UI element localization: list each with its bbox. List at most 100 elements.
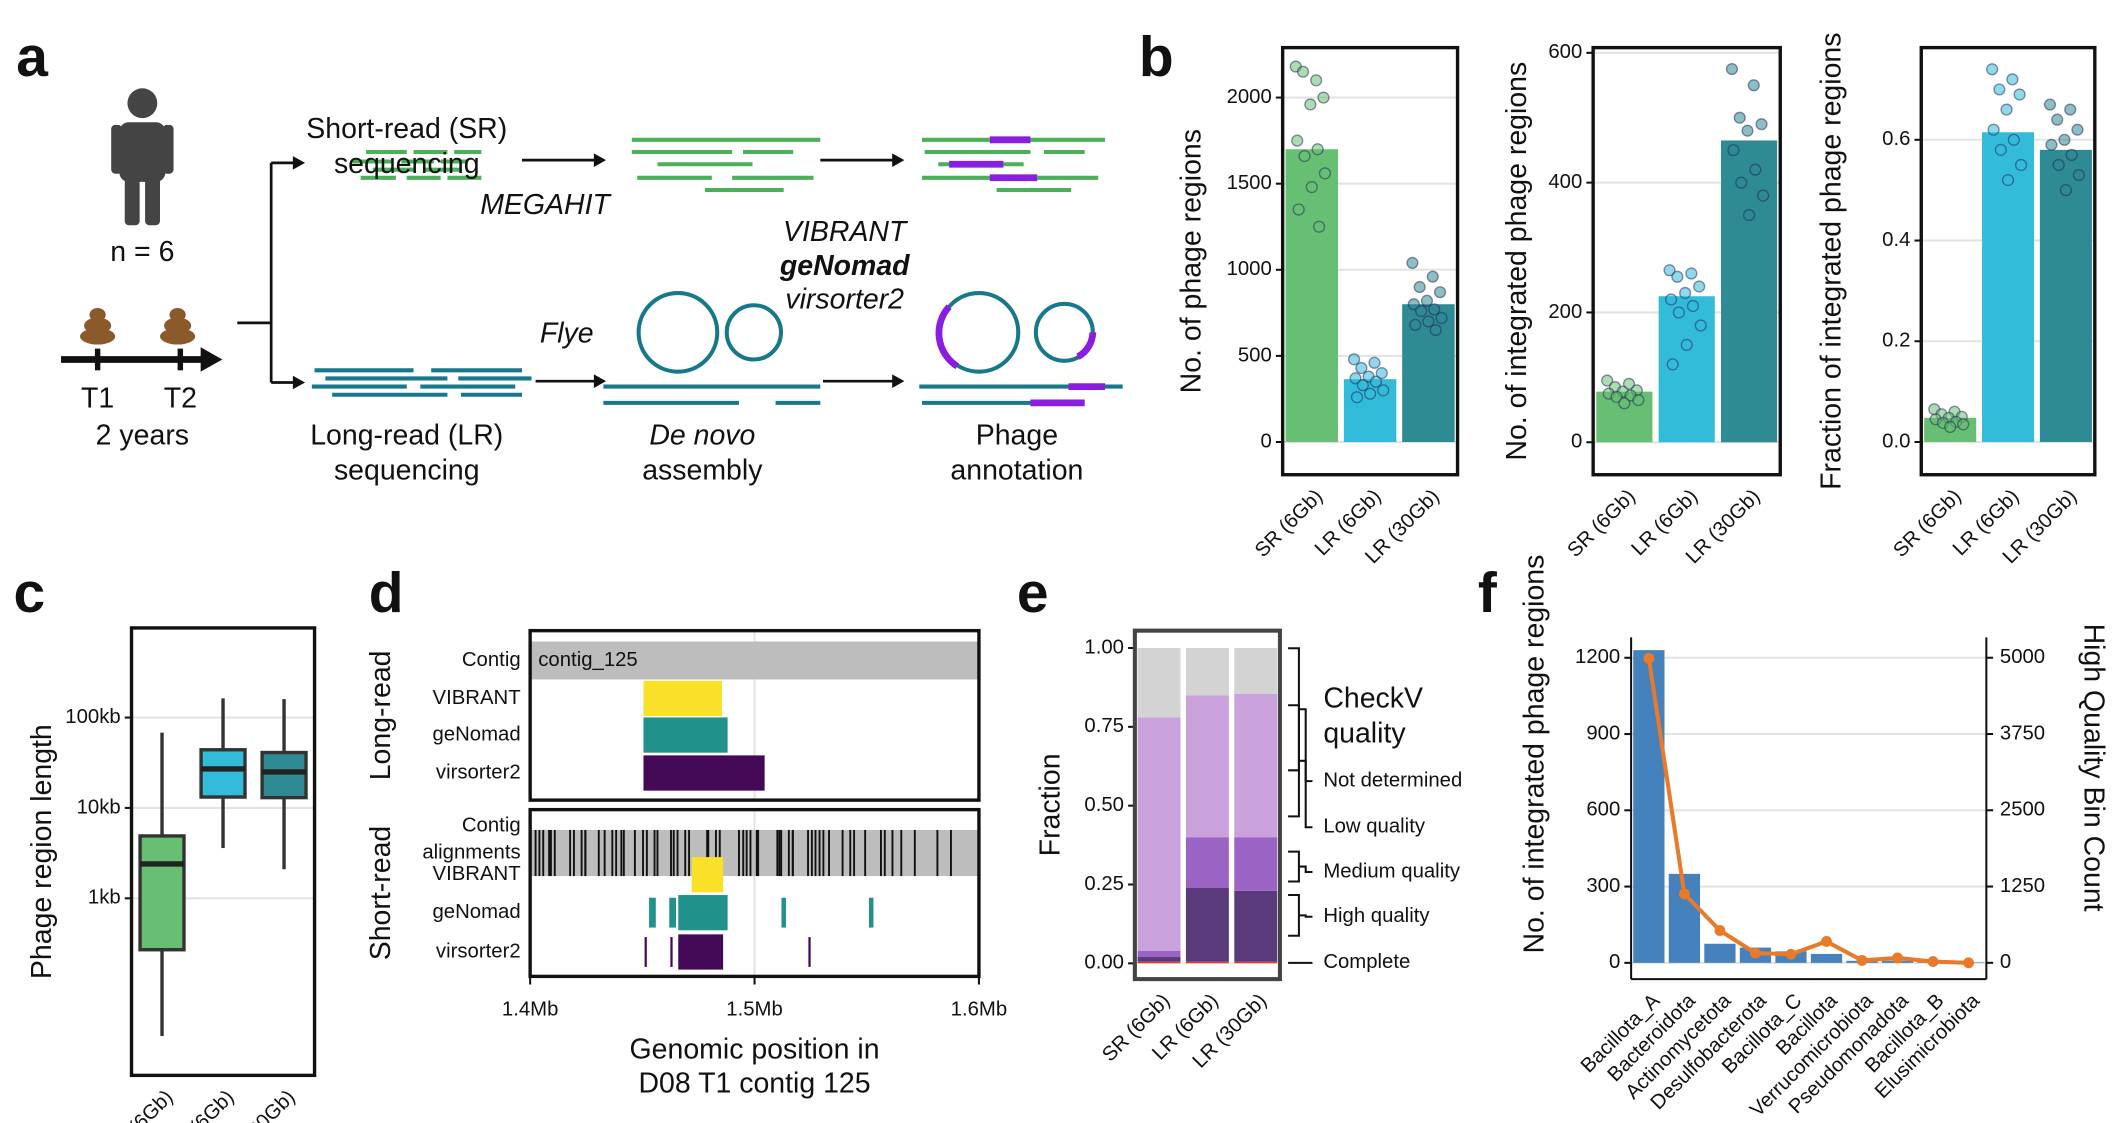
row-label: Contig — [462, 814, 521, 836]
y-tick-label: 600 — [1548, 41, 1582, 63]
y-axis-label: No. of phage regions — [1176, 129, 1208, 393]
legend-label: Medium quality — [1323, 860, 1461, 882]
bar-segment — [1234, 647, 1278, 694]
diagram-text: virsorter2 — [785, 284, 904, 316]
y-tick-label: 0.0 — [1882, 430, 1910, 452]
frame — [1591, 45, 1782, 477]
bar-segment — [1137, 950, 1181, 958]
data-point — [1671, 270, 1684, 283]
y-tick-label: 0.2 — [1882, 330, 1910, 352]
interval — [649, 897, 656, 928]
y-tick-label: 1200 — [1575, 646, 1620, 668]
data-point — [2006, 73, 2019, 86]
bar-segment — [1137, 647, 1181, 718]
bar — [1285, 149, 1339, 443]
data-point — [1618, 397, 1631, 410]
contig-label: contig_125 — [538, 649, 637, 671]
panel-label: e — [1017, 561, 1049, 625]
row-label: geNomad — [432, 723, 520, 745]
bar-segment — [1234, 837, 1278, 891]
diagram-text: MEGAHIT — [480, 189, 612, 221]
line-point — [1750, 947, 1761, 959]
data-point — [1407, 298, 1420, 311]
bar-segment — [1185, 961, 1229, 964]
diagram-decor — [61, 88, 1123, 407]
data-point — [1355, 361, 1368, 375]
data-point — [1311, 143, 1324, 156]
data-point — [1420, 294, 1434, 307]
y-tick-label: 900 — [1586, 722, 1620, 744]
bar-segment — [1185, 695, 1229, 838]
data-point — [1672, 306, 1686, 319]
bar-segment — [1234, 890, 1278, 962]
diagram-text: VIBRANT — [783, 216, 909, 248]
data-point — [1741, 124, 1754, 137]
row-label: virsorter2 — [436, 940, 521, 962]
data-point — [1725, 62, 1739, 76]
line-point — [1892, 952, 1903, 964]
x-tick-label: 1.5Mb — [726, 999, 782, 1021]
legend-label: Low quality — [1323, 816, 1426, 838]
y-tick-label: 0.75 — [1084, 715, 1124, 737]
diagram-text: geNomad — [779, 250, 910, 282]
data-point — [1994, 143, 2007, 156]
row-label: Contig — [462, 649, 521, 671]
y-tick-label: 0.25 — [1084, 873, 1124, 895]
diagram-text: annotation — [950, 455, 1083, 487]
y-tick-label: 0 — [1260, 430, 1271, 452]
data-point — [1742, 208, 1756, 222]
data-point — [1663, 264, 1676, 277]
interval — [644, 937, 647, 967]
interval — [678, 895, 728, 931]
interval — [808, 937, 811, 967]
bar — [1658, 296, 1715, 443]
data-point — [1415, 305, 1428, 318]
legend-bracket — [1288, 647, 1313, 783]
data-point — [1296, 65, 1310, 78]
panel-label: f — [1478, 561, 1498, 625]
interval — [530, 641, 979, 680]
legend-label: Complete — [1323, 951, 1410, 973]
data-point — [2045, 138, 2058, 151]
data-point — [2007, 133, 2020, 146]
data-point — [1369, 375, 1383, 388]
y-axis-label: Phage region length — [26, 724, 58, 979]
y-tick-label: 1000 — [1227, 258, 1272, 280]
y-tick-label: 600 — [1586, 799, 1620, 821]
row-label: alignments — [422, 841, 520, 863]
y-tick-label: 10kb — [77, 796, 121, 818]
data-point — [1375, 367, 1388, 380]
bar-segment — [1185, 837, 1229, 888]
group-label: Long-read — [365, 650, 397, 780]
data-point — [1727, 144, 1740, 157]
data-point — [1409, 318, 1422, 331]
data-point — [1986, 63, 1999, 76]
interval — [670, 937, 673, 967]
legend-bracket — [1288, 704, 1313, 829]
data-point — [1435, 311, 1448, 325]
data-point — [1957, 418, 1970, 431]
bar — [1704, 943, 1736, 963]
interval — [781, 897, 786, 928]
legend-brackets — [1288, 647, 1313, 964]
data-point — [2065, 148, 2078, 162]
frame — [129, 626, 317, 1078]
y-tick-label: 300 — [1586, 875, 1620, 897]
data-point — [2043, 98, 2057, 111]
data-point — [1413, 280, 1426, 294]
data-point — [1735, 176, 1748, 189]
legend-title: quality — [1323, 718, 1406, 750]
box — [138, 834, 186, 952]
bar-segment — [1234, 693, 1278, 838]
data-point — [1632, 393, 1645, 407]
data-point — [1622, 377, 1636, 390]
diagram-text: T2 — [164, 383, 197, 415]
diagram-text: sequencing — [334, 148, 480, 180]
data-point — [1987, 123, 2000, 136]
bar-segment — [1137, 961, 1181, 964]
y2-tick-label: 5000 — [2000, 646, 2045, 668]
line — [1646, 658, 1969, 965]
data-point — [2001, 173, 2015, 187]
data-point — [1993, 83, 2006, 96]
box — [260, 750, 308, 800]
